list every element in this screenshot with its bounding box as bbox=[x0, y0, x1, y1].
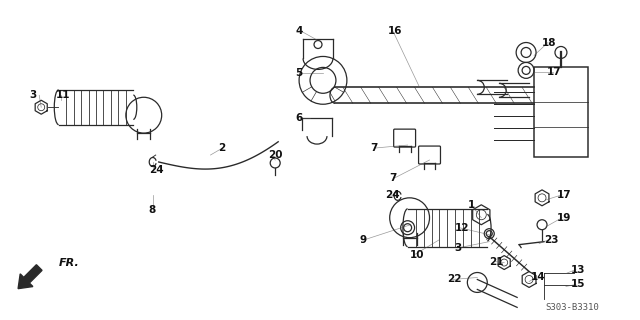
Text: 3: 3 bbox=[454, 243, 461, 252]
Text: 8: 8 bbox=[148, 205, 156, 215]
Text: 9: 9 bbox=[360, 235, 367, 245]
Text: FR.: FR. bbox=[59, 258, 80, 268]
Text: 24: 24 bbox=[385, 190, 399, 200]
Text: 17: 17 bbox=[557, 190, 572, 200]
Text: 6: 6 bbox=[295, 113, 302, 123]
Text: 13: 13 bbox=[571, 265, 586, 275]
FancyArrow shape bbox=[18, 265, 42, 289]
Text: 17: 17 bbox=[547, 68, 562, 77]
Text: 15: 15 bbox=[571, 279, 586, 290]
Text: 10: 10 bbox=[410, 250, 424, 260]
Text: 2: 2 bbox=[218, 143, 226, 153]
Text: 7: 7 bbox=[370, 143, 377, 153]
Text: 5: 5 bbox=[295, 68, 302, 78]
Bar bbox=[534, 68, 588, 157]
Text: S303-B3310: S303-B3310 bbox=[545, 303, 599, 312]
Text: 4: 4 bbox=[295, 26, 303, 36]
Text: 14: 14 bbox=[531, 273, 546, 283]
Text: 12: 12 bbox=[454, 223, 469, 233]
Text: 21: 21 bbox=[489, 257, 504, 267]
Text: 11: 11 bbox=[56, 90, 70, 100]
Text: 1: 1 bbox=[467, 200, 475, 210]
Text: 3: 3 bbox=[29, 90, 36, 100]
Text: 16: 16 bbox=[388, 26, 402, 36]
Text: 22: 22 bbox=[447, 275, 462, 284]
Text: 23: 23 bbox=[544, 235, 559, 245]
Text: 19: 19 bbox=[557, 213, 572, 223]
Text: 20: 20 bbox=[268, 150, 283, 160]
Text: 7: 7 bbox=[390, 173, 397, 183]
Text: 18: 18 bbox=[542, 37, 557, 47]
Text: 24: 24 bbox=[148, 165, 163, 175]
